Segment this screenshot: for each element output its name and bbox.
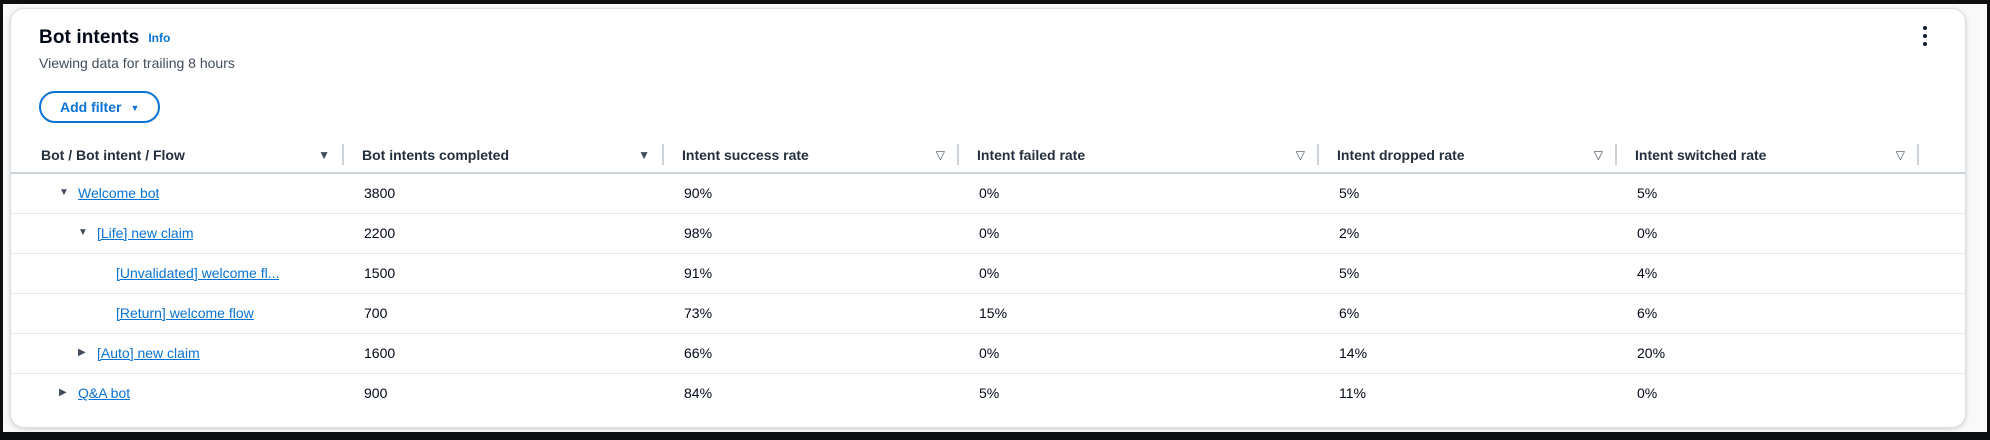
expand-caret-icon[interactable] xyxy=(78,228,97,238)
success-rate-value: 90% xyxy=(664,173,959,214)
column-label: Bot / Bot intent / Flow xyxy=(41,146,185,163)
expand-caret-icon[interactable] xyxy=(59,188,78,198)
failed-rate-value: 15% xyxy=(959,293,1319,334)
switched-rate-value: 20% xyxy=(1617,333,1919,374)
column-label: Bot intents completed xyxy=(362,146,510,163)
filter-bar: Add filter ▼ xyxy=(11,71,1965,137)
success-rate-value: 66% xyxy=(664,333,959,374)
dropped-rate-value: 5% xyxy=(1319,253,1617,294)
switched-rate-value: 6% xyxy=(1617,293,1919,334)
filter-outline-icon[interactable]: ▽ xyxy=(1593,147,1603,162)
intents-completed-value: 2200 xyxy=(344,213,664,254)
bot-link[interactable]: Q&A bot xyxy=(78,385,131,402)
info-link[interactable]: Info xyxy=(148,31,171,45)
intents-completed-value: 1500 xyxy=(344,253,664,294)
failed-rate-value: 0% xyxy=(959,213,1319,254)
column-label: Intent failed rate xyxy=(977,146,1086,163)
expand-caret-icon[interactable] xyxy=(59,388,78,398)
success-rate-value: 98% xyxy=(664,213,959,254)
bot-link[interactable]: Welcome bot xyxy=(78,185,160,202)
table-row: Q&A bot 900 84% 5% 11% 0% xyxy=(11,373,1965,413)
intents-completed-value: 900 xyxy=(364,385,388,402)
switched-rate-value: 5% xyxy=(1617,173,1919,214)
column-header-dropped-rate[interactable]: Intent dropped rate ▽ xyxy=(1319,137,1617,174)
flow-link[interactable]: [Return] welcome flow xyxy=(116,305,254,321)
page-title: Bot intents xyxy=(39,27,140,48)
table-row: [Life] new claim 2200 98% 0% 2% 0% xyxy=(11,213,1965,254)
column-header-bot-intent-flow[interactable]: Bot / Bot intent / Flow ▼ xyxy=(11,137,344,174)
dropped-rate-value: 11% xyxy=(1339,385,1366,402)
flow-link[interactable]: [Unvalidated] welcome fl... xyxy=(116,265,280,281)
intent-link[interactable]: [Life] new claim xyxy=(97,225,194,241)
column-label: Intent success rate xyxy=(682,146,809,163)
filter-filled-icon[interactable]: ▼ xyxy=(638,147,650,162)
failed-rate-value: 5% xyxy=(979,385,1000,402)
success-rate-value: 84% xyxy=(684,385,713,402)
expand-caret-icon[interactable] xyxy=(78,348,97,358)
dropped-rate-value: 14% xyxy=(1319,333,1617,374)
chevron-down-icon: ▼ xyxy=(130,102,140,113)
success-rate-value: 73% xyxy=(664,293,959,334)
dropped-rate-value: 6% xyxy=(1319,293,1617,334)
success-rate-value: 91% xyxy=(664,253,959,294)
filter-filled-icon[interactable]: ▼ xyxy=(318,147,330,162)
intent-link[interactable]: [Auto] new claim xyxy=(97,345,200,361)
failed-rate-value: 0% xyxy=(959,333,1319,374)
switched-rate-value: 4% xyxy=(1617,253,1919,294)
panel-header: Bot intents Info Viewing data for traili… xyxy=(11,9,1965,71)
intents-completed-value: 3800 xyxy=(344,173,664,214)
failed-rate-value: 0% xyxy=(959,253,1319,294)
table-row: [Return] welcome flow 700 73% 15% 6% 6% xyxy=(11,293,1965,334)
filter-outline-icon[interactable]: ▽ xyxy=(935,147,945,162)
kebab-menu-icon[interactable] xyxy=(1911,19,1939,53)
bot-intents-table: Bot / Bot intent / Flow ▼ Bot intents co… xyxy=(11,137,1965,413)
header-gutter xyxy=(1919,137,1965,174)
dropped-rate-value: 2% xyxy=(1319,213,1617,254)
column-label: Intent dropped rate xyxy=(1337,146,1465,163)
filter-outline-icon[interactable]: ▽ xyxy=(1295,147,1305,162)
trailing-period-text: Viewing data for trailing 8 hours xyxy=(39,55,235,71)
page-background: Bot intents Info Viewing data for traili… xyxy=(3,4,1987,432)
intents-completed-value: 1600 xyxy=(344,333,664,374)
table-row: [Auto] new claim 1600 66% 0% 14% 20% xyxy=(11,333,1965,374)
switched-rate-value: 0% xyxy=(1637,385,1658,402)
dropped-rate-value: 5% xyxy=(1319,173,1617,214)
table-row: Welcome bot 3800 90% 0% 5% 5% xyxy=(11,173,1965,214)
table-row: [Unvalidated] welcome fl... 1500 91% 0% … xyxy=(11,253,1965,294)
bot-intents-panel: Bot intents Info Viewing data for traili… xyxy=(10,8,1966,428)
intents-completed-value: 700 xyxy=(344,293,664,334)
filter-outline-icon[interactable]: ▽ xyxy=(1895,147,1905,162)
column-label: Intent switched rate xyxy=(1635,146,1767,163)
column-header-intents-completed[interactable]: Bot intents completed ▼ xyxy=(344,137,664,174)
add-filter-label: Add filter xyxy=(60,99,122,115)
table-header-row: Bot / Bot intent / Flow ▼ Bot intents co… xyxy=(11,137,1965,174)
column-header-failed-rate[interactable]: Intent failed rate ▽ xyxy=(959,137,1319,174)
failed-rate-value: 0% xyxy=(959,173,1319,214)
add-filter-button[interactable]: Add filter ▼ xyxy=(39,91,161,123)
column-header-success-rate[interactable]: Intent success rate ▽ xyxy=(664,137,959,174)
column-header-switched-rate[interactable]: Intent switched rate ▽ xyxy=(1617,137,1919,174)
switched-rate-value: 0% xyxy=(1617,213,1919,254)
